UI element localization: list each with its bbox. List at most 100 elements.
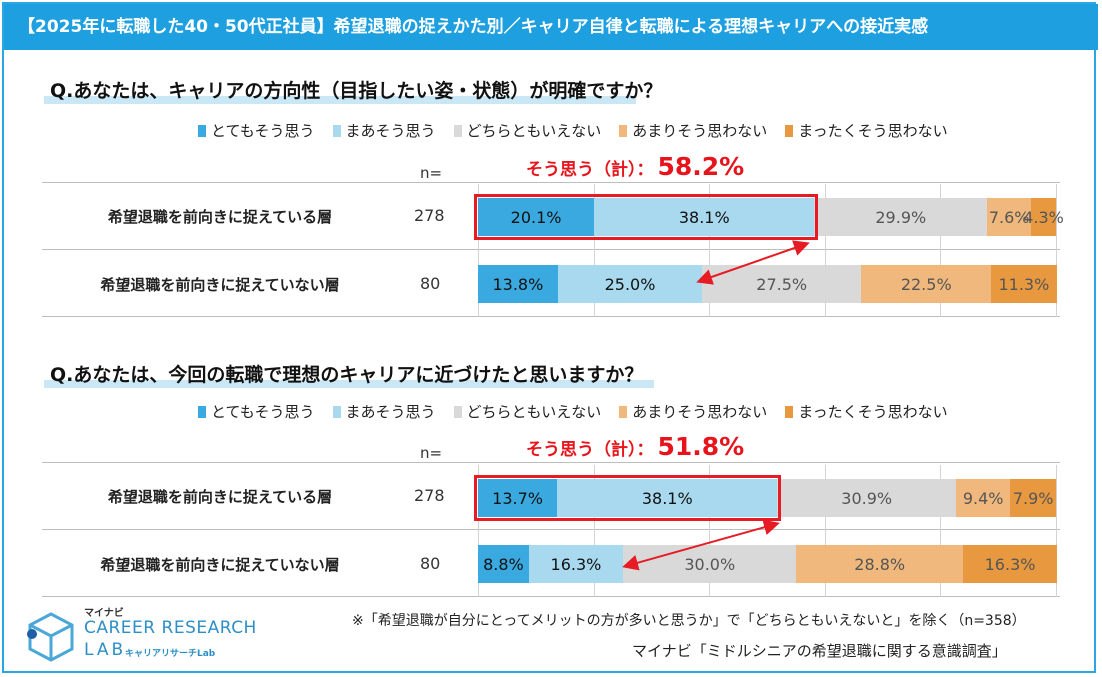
row-n: 278 bbox=[414, 206, 445, 225]
gridline bbox=[940, 184, 942, 317]
legend-2: とてもそう思う まあそう思う どちらともいえない あまりそう思わない まったくそ… bbox=[198, 401, 948, 422]
logo-sub: キャリアリサーチLab bbox=[125, 649, 216, 659]
data-label: 8.8% bbox=[483, 554, 524, 574]
bar-segment: 29.9% bbox=[814, 198, 988, 236]
summary-value-2: 51.8% bbox=[657, 432, 745, 461]
row-n: 80 bbox=[420, 274, 441, 293]
gridline bbox=[1056, 465, 1057, 597]
row-divider bbox=[42, 596, 1060, 597]
cube-logo-icon bbox=[27, 612, 74, 662]
data-label: 9.4% bbox=[962, 488, 1004, 508]
legend-label: とてもそう思う bbox=[211, 403, 315, 421]
summary-value-1: 58.2% bbox=[657, 152, 745, 181]
legend-item: まったくそう思わない bbox=[785, 401, 948, 422]
row-divider bbox=[42, 249, 1060, 250]
legend-swatch bbox=[332, 405, 341, 418]
legend-item: あまりそう思わない bbox=[619, 120, 767, 141]
data-label: 30.9% bbox=[841, 488, 893, 508]
row-divider bbox=[42, 529, 1060, 530]
legend-swatch bbox=[453, 405, 462, 418]
comparison-arrow-1 bbox=[696, 240, 810, 285]
legend-label: どちらともいえない bbox=[466, 122, 602, 140]
data-label: 16.3% bbox=[984, 554, 1036, 574]
legend-label: あまりそう思わない bbox=[632, 122, 768, 140]
gridline bbox=[593, 184, 595, 317]
row-label: 希望退職を前向きに捉えている層 bbox=[107, 488, 333, 506]
legend-item: まったくそう思わない bbox=[785, 120, 948, 141]
comparison-arrow-2 bbox=[622, 519, 780, 571]
data-label: 20.1% bbox=[510, 207, 562, 227]
data-label: 16.3% bbox=[550, 554, 602, 574]
data-label: 4.3% bbox=[1023, 207, 1064, 227]
agree-total-highlight bbox=[474, 475, 782, 521]
bar-segment: 8.8% bbox=[478, 545, 529, 583]
data-label: 11.3% bbox=[998, 274, 1050, 294]
legend-1: とてもそう思う まあそう思う どちらともいえない あまりそう思わない まったくそ… bbox=[198, 120, 948, 141]
bar-segment: 38.1% bbox=[594, 198, 815, 236]
legend-label: とてもそう思う bbox=[211, 122, 315, 140]
question-underline-1 bbox=[44, 96, 636, 104]
n-label-2: n= bbox=[420, 444, 443, 462]
bar-segment: 7.9% bbox=[1010, 479, 1056, 517]
data-label: 38.1% bbox=[641, 488, 693, 508]
legend-swatch bbox=[198, 124, 206, 137]
legend-swatch bbox=[619, 405, 628, 418]
row-label: 希望退職を前向きに捉えている層 bbox=[107, 208, 333, 226]
gridline bbox=[824, 184, 826, 317]
data-label: 25.0% bbox=[604, 274, 656, 294]
legend-swatch bbox=[785, 124, 794, 137]
data-label: 29.9% bbox=[875, 207, 927, 227]
row-label: 希望退職を前向きに捉えていない層 bbox=[100, 276, 340, 294]
legend-label: まったくそう思わない bbox=[798, 403, 948, 421]
summary-label-2: そう思う（計）： bbox=[526, 440, 654, 460]
legend-item: どちらともいえない bbox=[453, 401, 602, 422]
bar-segment: 30.9% bbox=[777, 479, 956, 517]
bar-segment: 7.6% bbox=[987, 198, 1032, 236]
bar-segment: 38.1% bbox=[557, 479, 778, 517]
legend-label: まったくそう思わない bbox=[798, 122, 948, 140]
data-label: 22.5% bbox=[900, 274, 952, 294]
legend-swatch bbox=[785, 405, 794, 418]
legend-item: まあそう思う bbox=[332, 120, 436, 141]
data-label: 7.6% bbox=[988, 207, 1030, 227]
source: マイナビ「ミドルシニアの希望退職に関する意識調査」 bbox=[632, 642, 1007, 660]
logo-lab: LAB bbox=[84, 640, 127, 660]
row-divider bbox=[42, 462, 1060, 463]
data-label: 13.7% bbox=[492, 488, 543, 508]
legend-item: とてもそう思う bbox=[198, 120, 315, 141]
bar-segment: 13.7% bbox=[478, 479, 558, 517]
bar-segment: 16.3% bbox=[962, 545, 1058, 583]
data-label: 7.9% bbox=[1012, 488, 1054, 508]
logo-main: CAREER RESEARCH bbox=[84, 618, 257, 638]
legend-label: まあそう思う bbox=[345, 122, 436, 140]
row-n: 80 bbox=[420, 554, 441, 573]
question-underline-2 bbox=[44, 380, 654, 388]
legend-swatch bbox=[619, 124, 628, 137]
bar-segment: 9.4% bbox=[956, 479, 1011, 517]
legend-label: どちらともいえない bbox=[466, 403, 602, 421]
legend-swatch bbox=[332, 124, 341, 137]
legend-item: どちらともいえない bbox=[453, 120, 602, 141]
bar-segment: 4.3% bbox=[1023, 198, 1064, 236]
legend-item: まあそう思う bbox=[332, 401, 436, 422]
data-label: 28.8% bbox=[854, 554, 906, 574]
bar-segment: 11.3% bbox=[991, 265, 1057, 303]
bar-segment: 22.5% bbox=[861, 265, 992, 303]
n-label-1: n= bbox=[420, 164, 443, 182]
legend-item: あまりそう思わない bbox=[619, 401, 767, 422]
legend-swatch bbox=[198, 405, 206, 418]
agree-total-highlight bbox=[474, 194, 819, 240]
chart-1-title: Q.あなたは、キャリアの方向性（目指したい姿・状態）が明確ですか？ bbox=[50, 80, 663, 102]
data-label: 38.1% bbox=[678, 207, 730, 227]
chart-2-title: Q.あなたは、今回の転職で理想のキャリアに近づけたと思いますか？ bbox=[50, 364, 644, 386]
row-label: 希望退職を前向きに捉えていない層 bbox=[100, 556, 340, 574]
bar-segment: 16.3% bbox=[528, 545, 624, 583]
summary-label-1: そう思う（計）： bbox=[526, 160, 654, 180]
gridline bbox=[478, 465, 479, 597]
gridline bbox=[593, 465, 595, 597]
footnote: ※「希望退職が自分にとってメリットの方が多いと思うか」で「どちらともいえないと」… bbox=[352, 613, 1026, 629]
row-divider bbox=[42, 316, 1060, 317]
row-divider bbox=[42, 182, 1060, 183]
legend-item: とてもそう思う bbox=[198, 401, 315, 422]
